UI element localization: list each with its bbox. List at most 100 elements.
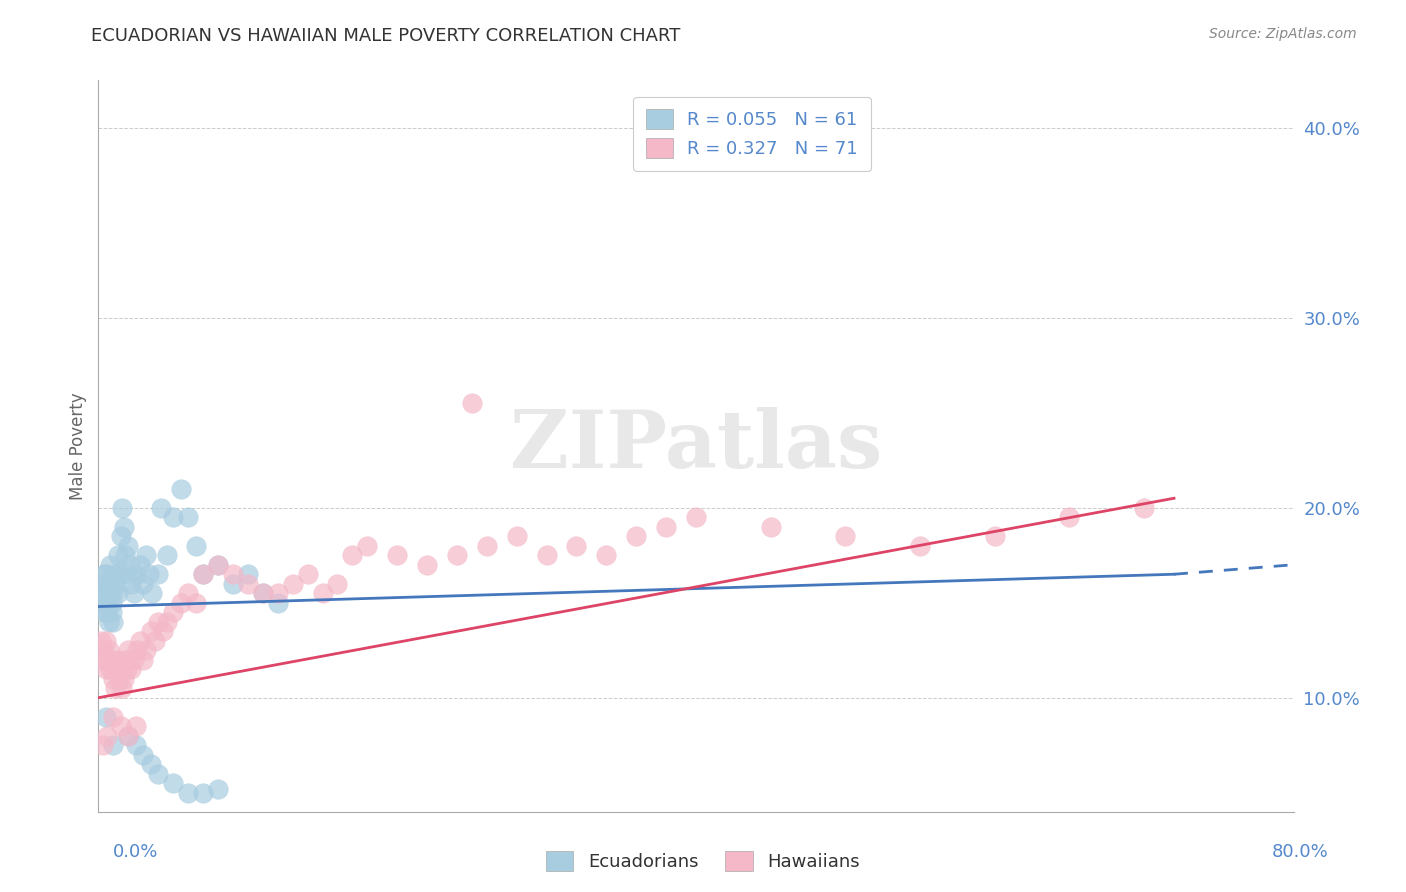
Point (135, 548, 157, 562)
Point (156, 615, 179, 629)
Point (150, 500, 173, 515)
Text: 80.0%: 80.0% (1272, 843, 1329, 861)
Point (94, 633, 117, 648)
Point (98, 662, 122, 676)
Point (115, 662, 138, 676)
Point (118, 558, 141, 572)
Point (103, 586, 125, 600)
Point (114, 548, 136, 562)
Point (184, 596, 207, 610)
Point (114, 653, 136, 667)
Point (162, 605, 184, 619)
Point (281, 576, 304, 591)
Point (94, 710, 117, 724)
Point (97, 643, 120, 657)
Point (138, 567, 160, 582)
Point (342, 548, 364, 562)
Point (90, 586, 112, 600)
Point (105, 662, 128, 676)
Point (104, 567, 127, 582)
Point (107, 548, 129, 562)
Point (191, 567, 214, 582)
Point (834, 529, 856, 543)
Point (297, 567, 319, 582)
Point (101, 605, 124, 619)
Point (267, 596, 290, 610)
Point (120, 576, 142, 591)
Point (91, 576, 114, 591)
Point (103, 710, 125, 724)
Point (207, 558, 229, 572)
Point (141, 586, 163, 600)
Point (236, 576, 259, 591)
Point (252, 586, 274, 600)
Point (103, 738, 125, 752)
Point (1133, 500, 1156, 515)
Point (98, 586, 122, 600)
Point (207, 558, 229, 572)
Point (506, 529, 529, 543)
Point (96, 729, 118, 743)
Point (759, 520, 782, 534)
Point (96, 605, 118, 619)
Point (267, 586, 290, 600)
Y-axis label: Male Poverty: Male Poverty (69, 392, 87, 500)
Point (385, 548, 409, 562)
Point (101, 596, 124, 610)
Point (655, 520, 678, 534)
Point (311, 586, 333, 600)
Point (169, 596, 191, 610)
Point (135, 643, 157, 657)
Point (111, 681, 134, 696)
Point (91, 738, 114, 752)
Point (125, 738, 148, 752)
Point (124, 653, 146, 667)
Point (177, 786, 200, 800)
Point (117, 729, 139, 743)
Point (191, 786, 214, 800)
Legend: Ecuadorians, Hawaiians: Ecuadorians, Hawaiians (538, 844, 868, 879)
Point (184, 539, 207, 553)
Point (127, 643, 149, 657)
Point (127, 567, 149, 582)
Point (326, 576, 349, 591)
Point (129, 558, 152, 572)
Point (108, 672, 131, 686)
Point (90, 633, 112, 648)
Point (156, 548, 179, 562)
Point (169, 482, 191, 496)
Point (120, 662, 142, 676)
Point (139, 624, 162, 639)
Point (536, 548, 558, 562)
Point (93, 653, 115, 667)
Point (908, 539, 931, 553)
Text: ZIPatlas: ZIPatlas (510, 407, 882, 485)
Point (117, 539, 139, 553)
Legend: R = 0.055   N = 61, R = 0.327   N = 71: R = 0.055 N = 61, R = 0.327 N = 71 (633, 96, 870, 170)
Text: Source: ZipAtlas.com: Source: ZipAtlas.com (1209, 27, 1357, 41)
Point (108, 567, 131, 582)
Point (461, 396, 484, 410)
Point (984, 529, 1007, 543)
Point (103, 672, 125, 686)
Point (94, 662, 117, 676)
Point (107, 653, 129, 667)
Point (565, 539, 588, 553)
Point (162, 510, 184, 524)
Point (143, 633, 166, 648)
Point (110, 719, 132, 733)
Point (124, 586, 146, 600)
Point (252, 586, 274, 600)
Point (112, 672, 135, 686)
Point (125, 719, 148, 733)
Point (97, 615, 120, 629)
Point (132, 747, 155, 762)
Point (356, 539, 378, 553)
Point (139, 757, 162, 772)
Point (107, 586, 129, 600)
Point (94, 596, 117, 610)
Point (148, 615, 170, 629)
Text: 0.0%: 0.0% (112, 843, 157, 861)
Point (416, 558, 439, 572)
Point (93, 605, 115, 619)
